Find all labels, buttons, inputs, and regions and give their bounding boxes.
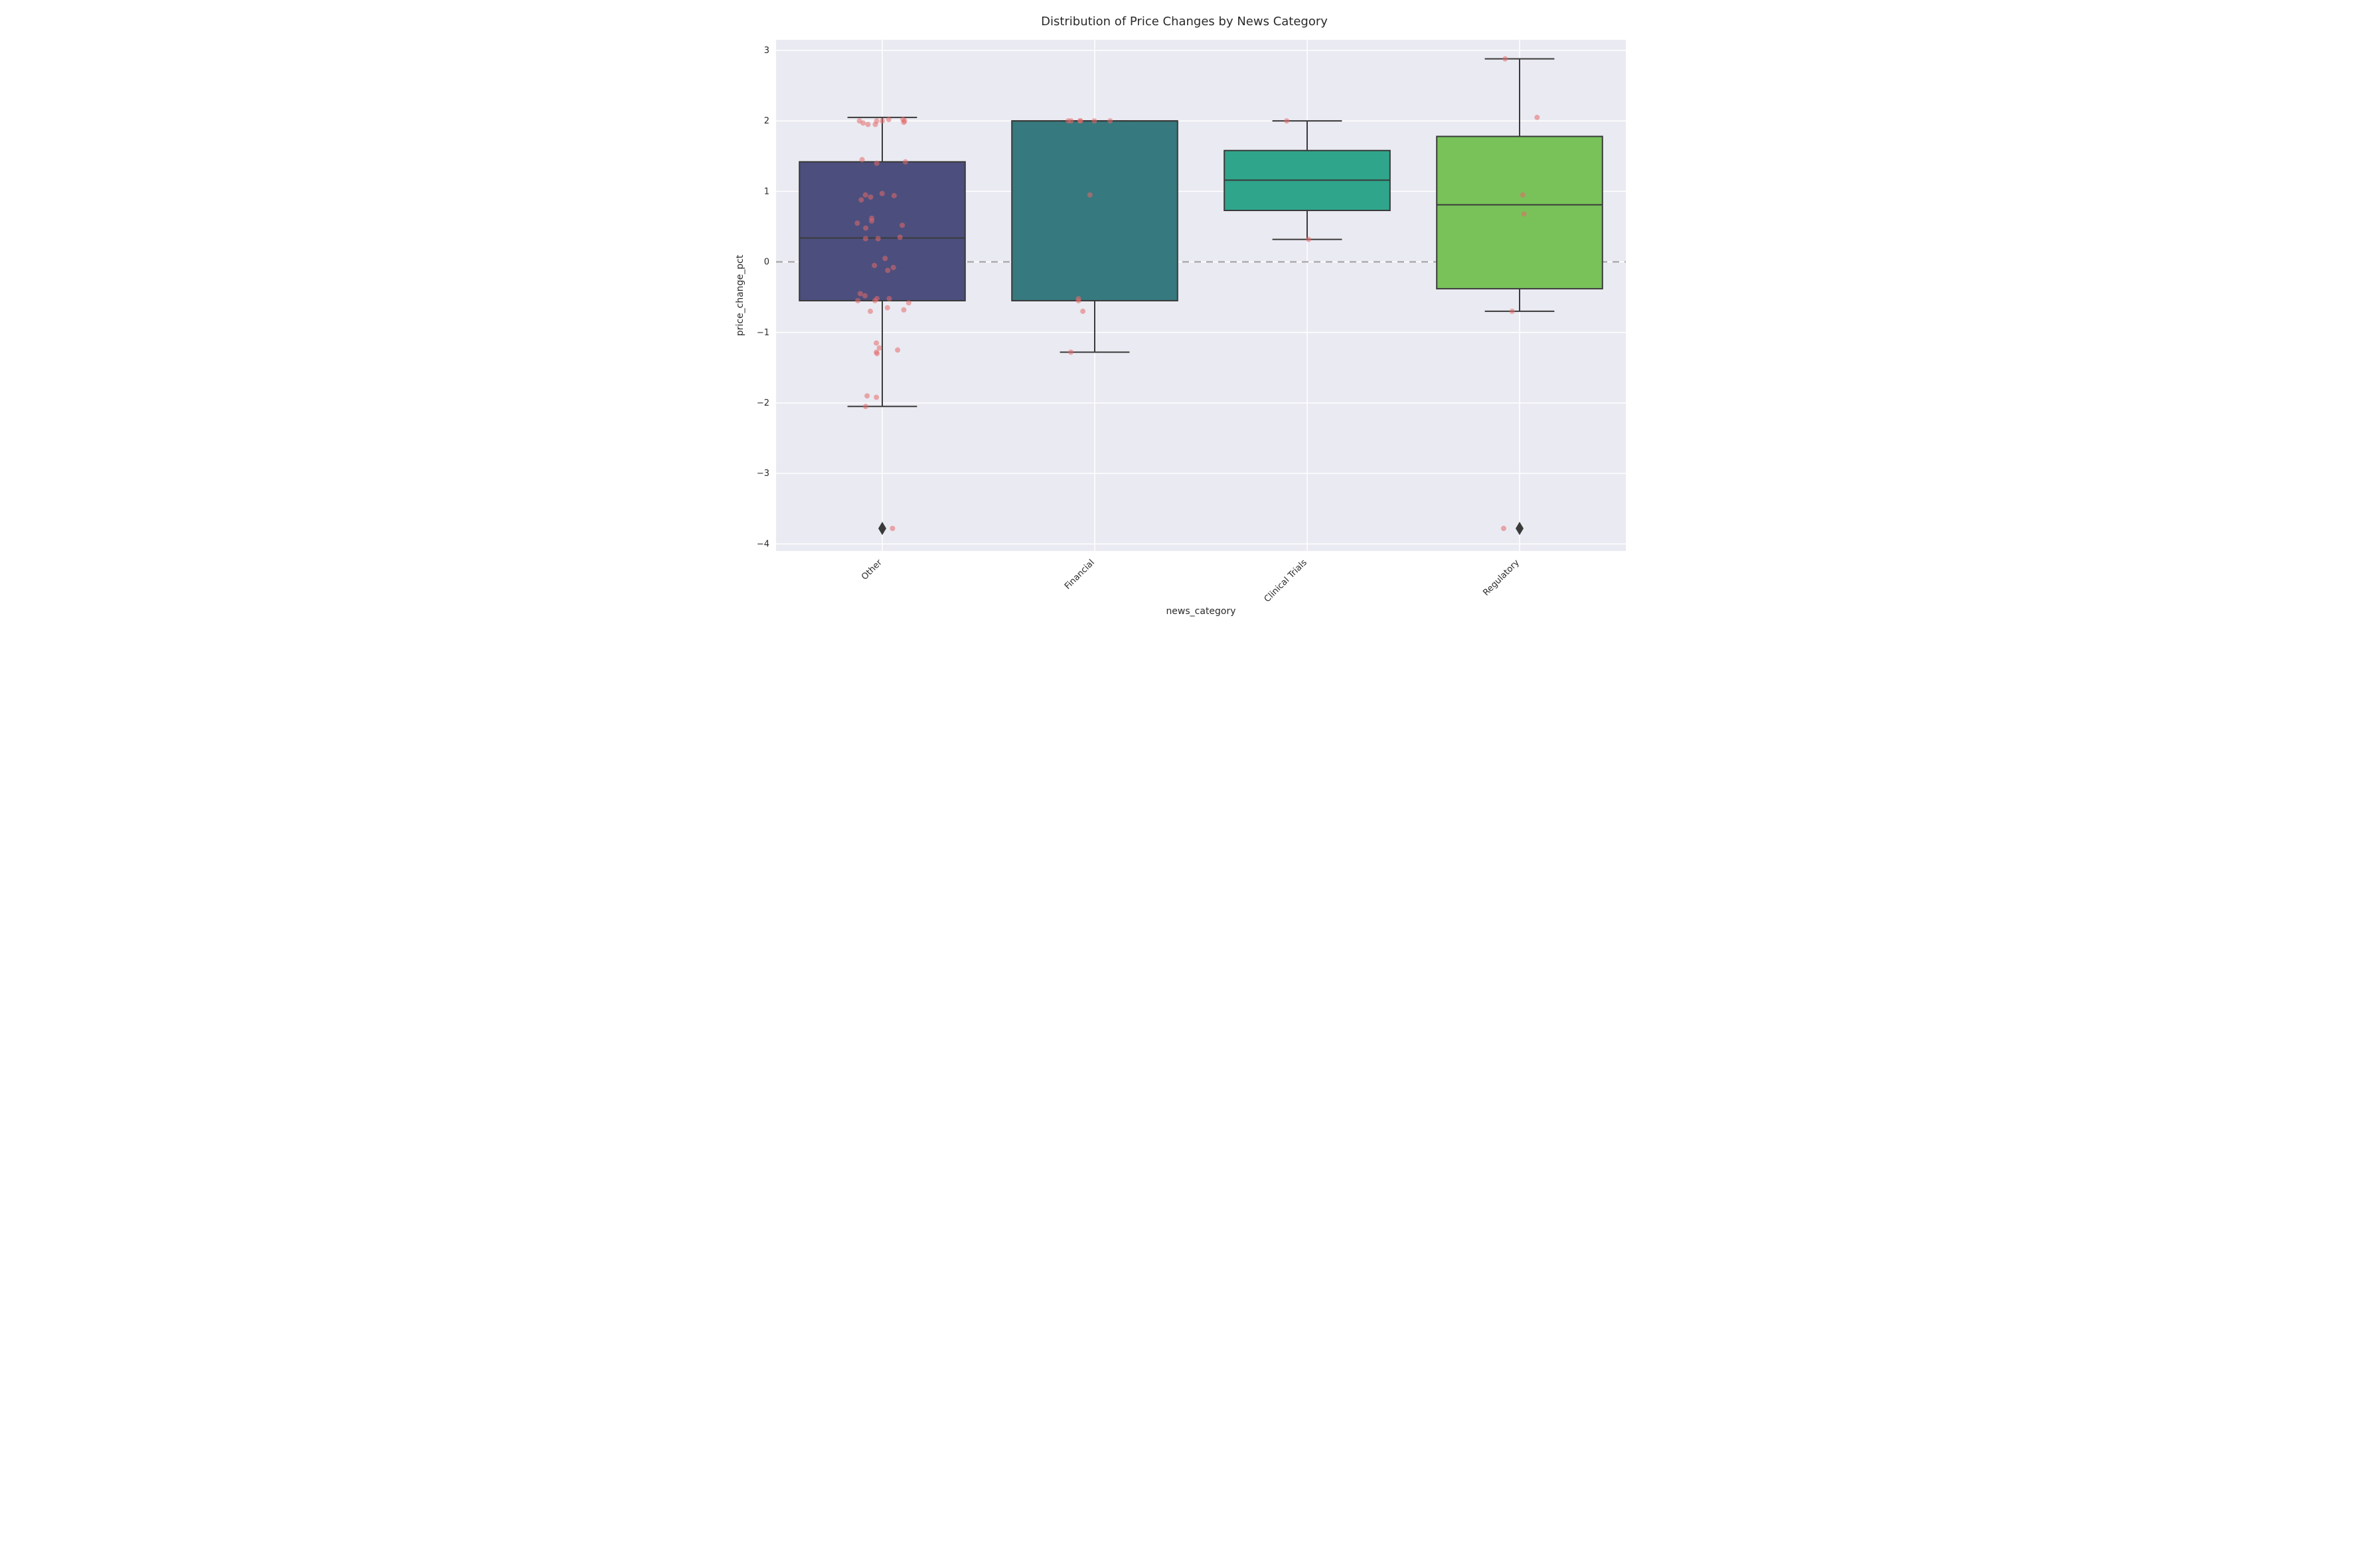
strip-point (868, 195, 873, 200)
strip-point (1502, 56, 1508, 62)
strip-point (862, 236, 868, 242)
strip-point (872, 263, 877, 268)
strip-point (906, 300, 911, 305)
strip-point (867, 309, 872, 314)
strip-point (1284, 118, 1289, 123)
y-tick-label: 2 (763, 116, 769, 126)
strip-point (862, 404, 868, 409)
strip-point (862, 193, 868, 198)
strip-point (890, 265, 896, 270)
y-tick-label: 0 (763, 258, 769, 268)
strip-point (900, 222, 905, 228)
strip-point (1521, 211, 1526, 216)
strip-point (890, 526, 895, 531)
strip-point (1509, 309, 1514, 314)
strip-point (858, 197, 864, 202)
x-tick-label: Clinical Trials (1262, 558, 1308, 604)
strip-point (1107, 118, 1113, 123)
strip-point (874, 161, 879, 166)
strip-point (1534, 115, 1539, 120)
y-tick-label: 1 (763, 187, 769, 196)
strip-point (895, 347, 900, 353)
strip-point (897, 234, 902, 240)
strip-point (880, 118, 885, 123)
strip-point (862, 293, 867, 299)
strip-point (1091, 118, 1097, 123)
chart-title: Distribution of Price Changes by News Ca… (1041, 15, 1328, 29)
strip-point (857, 291, 862, 296)
box (1012, 121, 1178, 301)
y-tick-label: −4 (756, 539, 769, 549)
strip-point (884, 305, 890, 311)
strip-point (902, 159, 908, 165)
strip-point (874, 341, 879, 346)
strip-point (901, 119, 906, 125)
x-tick-label: Financial (1062, 558, 1096, 591)
strip-point (1068, 349, 1073, 354)
strip-point (1075, 296, 1081, 301)
box (799, 162, 965, 301)
strip-point (886, 117, 891, 122)
y-tick-label: −1 (756, 328, 769, 338)
strip-point (891, 193, 896, 198)
strip-point (1077, 118, 1083, 123)
strip-point (1501, 526, 1506, 531)
strip-point (872, 121, 878, 127)
strip-point (901, 307, 906, 313)
strip-point (872, 298, 877, 303)
strip-point (874, 351, 880, 356)
strip-point (855, 298, 860, 303)
strip-point (1080, 309, 1085, 314)
strip-point (875, 236, 880, 242)
strip-point (854, 220, 860, 226)
strip-point (863, 226, 868, 231)
box (1437, 137, 1603, 289)
strip-point (874, 394, 879, 400)
strip-point (864, 393, 870, 398)
strip-point (1520, 193, 1525, 198)
strip-point (886, 296, 892, 301)
x-tick-label: Regulatory (1481, 558, 1522, 598)
strip-point (865, 121, 870, 127)
x-tick-label: Other (860, 558, 884, 582)
strip-point (1087, 193, 1092, 198)
y-tick-label: −2 (756, 398, 769, 408)
strip-point (1306, 237, 1311, 242)
y-tick-label: 3 (763, 46, 769, 56)
strip-point (860, 120, 866, 125)
strip-point (879, 191, 884, 196)
strip-point (859, 157, 864, 163)
chart-container: −4 −3 −2 −1 0 1 2 3 Other Financial Clinical Trial… (726, 13, 1642, 624)
strip-point (885, 268, 890, 273)
strip-point (1068, 118, 1073, 123)
x-axis-label: news_category (1166, 606, 1235, 617)
y-axis-label: price_change_pct (735, 254, 746, 336)
y-tick-label: −3 (756, 469, 769, 479)
strip-point (882, 256, 888, 261)
strip-point (869, 218, 874, 224)
